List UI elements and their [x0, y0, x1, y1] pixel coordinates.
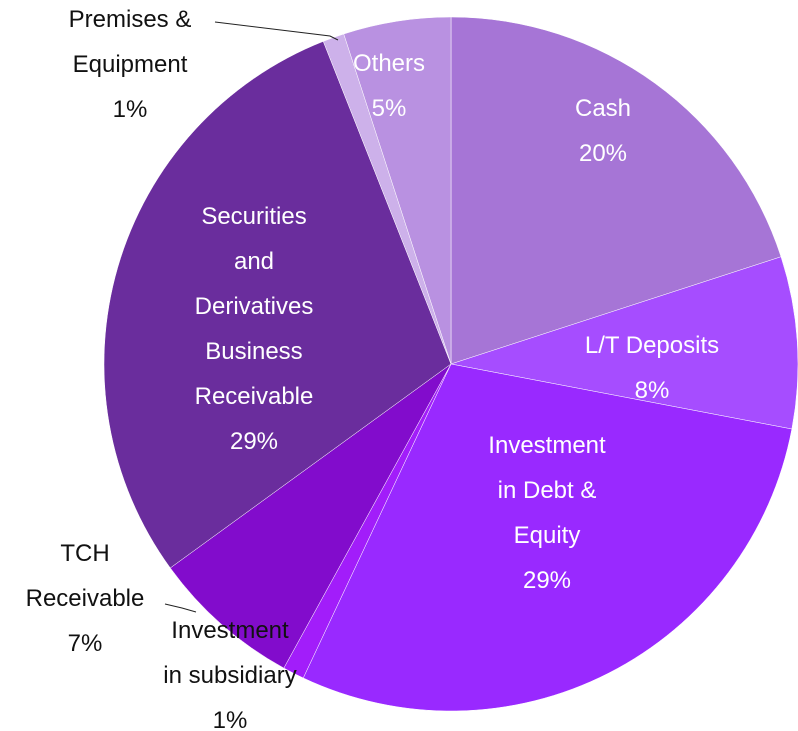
category-label: TCH Receivable	[25, 539, 145, 612]
slice-label: TCH Receivable 7%	[20, 531, 150, 666]
slice-label: Others 5%	[329, 41, 449, 131]
value-label: 7%	[67, 629, 103, 657]
slice-label: L/T Deposits 8%	[542, 323, 762, 413]
pie-slice	[343, 16, 452, 365]
value-label: 29%	[522, 566, 572, 594]
category-label: Securities and Derivatives Business Rece…	[194, 202, 314, 410]
value-label: 29%	[229, 427, 279, 455]
category-label: Others	[352, 49, 426, 77]
category-label: Investment in subsidiary	[163, 616, 297, 689]
pie-slice	[450, 256, 798, 430]
value-label: 5%	[371, 94, 407, 122]
slice-label: Securities and Derivatives Business Rece…	[184, 194, 324, 464]
value-label: 20%	[578, 139, 628, 167]
value-label: 8%	[634, 376, 670, 404]
category-label: Premises & Equipment	[68, 5, 192, 78]
slice-label: Premises & Equipment 1%	[63, 0, 198, 132]
category-label: Investment in Debt & Equity	[488, 431, 606, 549]
pie-slice	[302, 363, 793, 712]
slice-label: Cash 20%	[503, 86, 703, 176]
pie-slice	[169, 363, 452, 669]
slice-label: Investment in Debt & Equity 29%	[478, 423, 616, 603]
category-label: L/T Deposits	[584, 331, 720, 359]
pie-slice	[103, 41, 452, 569]
value-label: 1%	[112, 95, 148, 123]
value-label: 1%	[212, 706, 248, 731]
slice-label: Investment in subsidiary 1%	[161, 608, 299, 731]
category-label: Cash	[574, 94, 632, 122]
leader-line	[214, 21, 339, 41]
leader-line	[164, 603, 197, 613]
pie-slice	[450, 16, 782, 365]
